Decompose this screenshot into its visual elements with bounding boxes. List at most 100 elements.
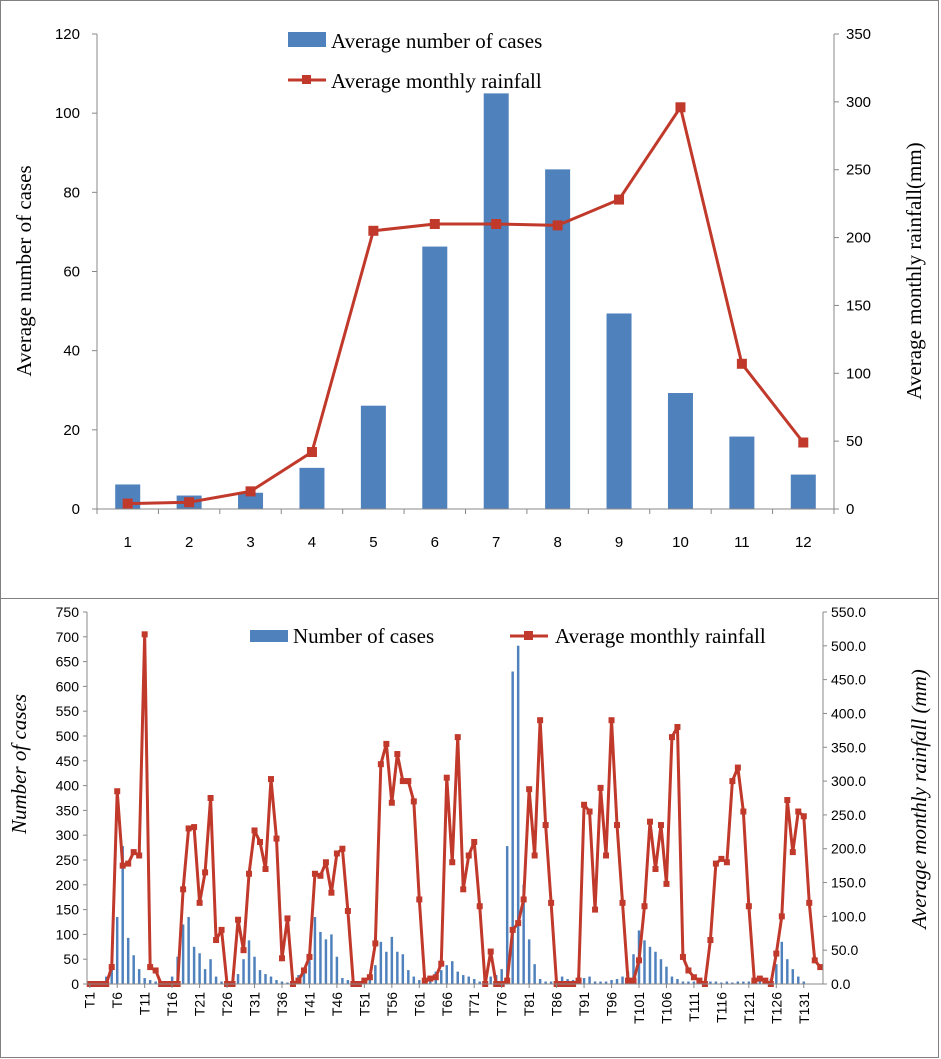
point-rainfall	[185, 825, 192, 832]
point-rainfall	[652, 866, 659, 873]
bar-cases	[714, 981, 718, 984]
x-tick-label: T126	[768, 992, 784, 1024]
point-rainfall	[147, 964, 154, 971]
bar-cases	[462, 975, 465, 984]
y2-tick-label: 150.0	[831, 875, 866, 891]
point-rainfall	[723, 859, 730, 866]
point-rainfall	[636, 957, 642, 964]
point-rainfall	[504, 977, 511, 984]
x-tick-label: 6	[431, 534, 439, 551]
point-rainfall	[685, 967, 692, 974]
x-tick-label: T36	[274, 992, 290, 1016]
x-tick-label: T1	[82, 992, 98, 1009]
legend-label-cases: Number of cases	[293, 624, 434, 648]
point-rainfall	[537, 717, 544, 724]
point-rainfall	[427, 975, 434, 982]
y-tick-label: 20	[63, 422, 80, 439]
y-tick-label: 700	[56, 629, 80, 645]
bar-cases	[264, 974, 267, 984]
y-tick-label: 400	[56, 778, 80, 794]
point-rainfall	[806, 899, 813, 906]
legend-label-rainfall: Average monthly rainfall	[331, 69, 542, 93]
y2-tick-label: 500.0	[831, 638, 866, 654]
bar-cases	[181, 924, 185, 984]
bar-cases	[203, 969, 207, 984]
point-rainfall	[306, 447, 317, 457]
point-rainfall	[449, 859, 456, 866]
x-tick-label: 1	[124, 534, 132, 551]
point-rainfall	[542, 822, 549, 829]
x-tick-label: T16	[164, 992, 180, 1016]
point-rainfall	[421, 977, 428, 984]
y-axis-label-right: Average monthly rainfall(mm)	[902, 142, 926, 399]
point-rainfall	[130, 849, 137, 856]
point-rainfall	[213, 937, 220, 944]
bar-cases	[302, 971, 306, 984]
point-rainfall	[548, 899, 555, 906]
y-tick-label: 450	[56, 753, 80, 769]
point-rainfall	[202, 869, 209, 876]
bar-cases	[599, 981, 602, 984]
point-rainfall	[762, 977, 769, 984]
bar-cases	[654, 951, 657, 984]
point-rainfall	[679, 953, 686, 960]
bar-cases	[115, 917, 119, 984]
bar-cases	[582, 978, 586, 984]
point-rainfall	[597, 784, 604, 791]
point-rainfall	[668, 734, 675, 741]
bar-cases	[709, 981, 712, 984]
bar-cases	[192, 946, 196, 984]
point-rainfall	[740, 808, 747, 815]
bar-cases	[148, 980, 152, 984]
point-rainfall	[526, 786, 533, 793]
x-tick-label: T71	[466, 992, 482, 1016]
point-rainfall	[108, 964, 115, 971]
x-tick-label: T31	[247, 992, 263, 1016]
point-rainfall	[674, 723, 681, 730]
bar-cases	[736, 981, 740, 984]
x-tick-label: T106	[658, 992, 674, 1024]
bar-cases	[412, 976, 416, 984]
point-rainfall	[273, 835, 280, 842]
y-tick-label: 600	[56, 678, 80, 694]
bar-cases	[401, 954, 405, 984]
bar-cases	[451, 961, 454, 984]
y2-tick-label: 250.0	[831, 807, 866, 823]
bar-cases	[538, 979, 542, 984]
point-rainfall	[394, 751, 401, 758]
bar-cases	[242, 959, 245, 984]
x-tick-label: T111	[686, 992, 702, 1022]
point-rainfall	[268, 776, 274, 783]
bar-cases	[467, 976, 470, 984]
point-rainfall	[718, 855, 725, 862]
bar-cases	[731, 982, 734, 984]
x-tick-label: T21	[192, 992, 208, 1016]
bar-cases	[137, 969, 141, 984]
legend-swatch-rainfall-marker	[524, 631, 533, 640]
legend-swatch-cases	[250, 630, 288, 642]
bar-cases	[368, 976, 372, 984]
y2-tick-label: 200.0	[831, 841, 866, 857]
point-rainfall	[438, 960, 445, 967]
point-rainfall	[119, 862, 126, 869]
bar-cases	[319, 931, 322, 984]
point-rainfall	[114, 788, 121, 795]
bar-cases	[659, 959, 663, 984]
bar-cases	[527, 939, 531, 984]
bar-cases	[335, 956, 339, 984]
point-rainfall	[284, 915, 291, 922]
bar-cases	[725, 981, 729, 984]
point-rainfall	[410, 798, 417, 805]
point-rainfall	[531, 852, 538, 859]
point-rainfall	[592, 906, 599, 913]
y2-tick-label: 350.0	[831, 739, 866, 755]
point-rainfall	[614, 194, 625, 205]
bar-cases	[670, 976, 674, 984]
legend-label-cases: Average number of cases	[331, 29, 542, 53]
x-tick-label: T6	[109, 992, 125, 1009]
y-tick-label: 250	[56, 852, 80, 868]
x-tick-label: T76	[494, 992, 510, 1016]
bar-cases	[648, 946, 652, 984]
point-rainfall	[405, 778, 412, 785]
x-tick-label: 2	[185, 534, 193, 551]
